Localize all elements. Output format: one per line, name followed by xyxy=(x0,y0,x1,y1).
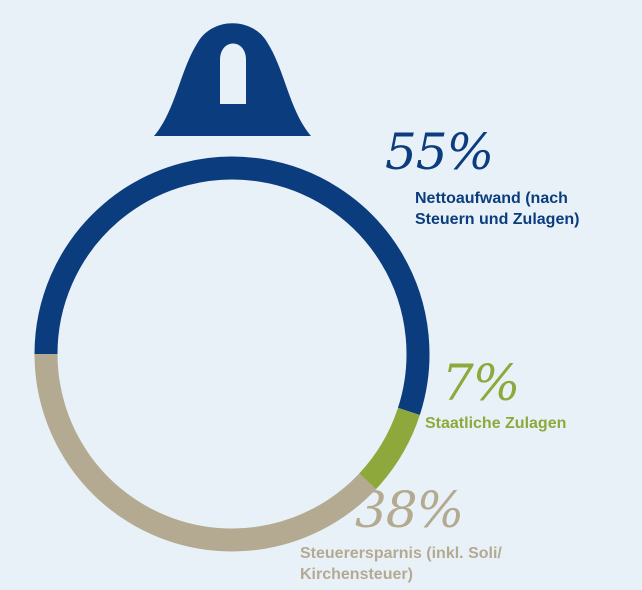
slice-steuerersparnis-label-line2: Kirchensteuer) xyxy=(300,566,413,583)
ring-segments xyxy=(34,156,430,552)
ring-segment-nettoaufwand xyxy=(34,156,430,416)
slice-nettoaufwand-percent: 55% xyxy=(385,123,494,181)
slice-nettoaufwand-label-line2: Steuern und Zulagen) xyxy=(415,211,580,228)
bell-ornament-icon xyxy=(154,23,311,136)
slice-steuerersparnis-percent: 38% xyxy=(355,481,464,539)
ring-segment-zulagen xyxy=(359,407,420,490)
slice-steuerersparnis-label-line1: Steuerersparnis (inkl. Soli/ xyxy=(300,545,502,562)
slice-zulagen-percent: 7% xyxy=(442,354,520,412)
slice-nettoaufwand-label: Nettoaufwand (nach Steuern und Zulagen) xyxy=(415,188,579,230)
slice-zulagen-label: Staatliche Zulagen xyxy=(425,413,566,434)
slice-zulagen-label-line1: Staatliche Zulagen xyxy=(425,415,567,432)
ring-segment-steuerersparnis xyxy=(34,353,376,552)
slice-steuerersparnis-label: Steuerersparnis (inkl. Soli/ Kirchensteu… xyxy=(300,543,502,585)
slice-nettoaufwand-label-line1: Nettoaufwand (nach xyxy=(415,190,568,207)
